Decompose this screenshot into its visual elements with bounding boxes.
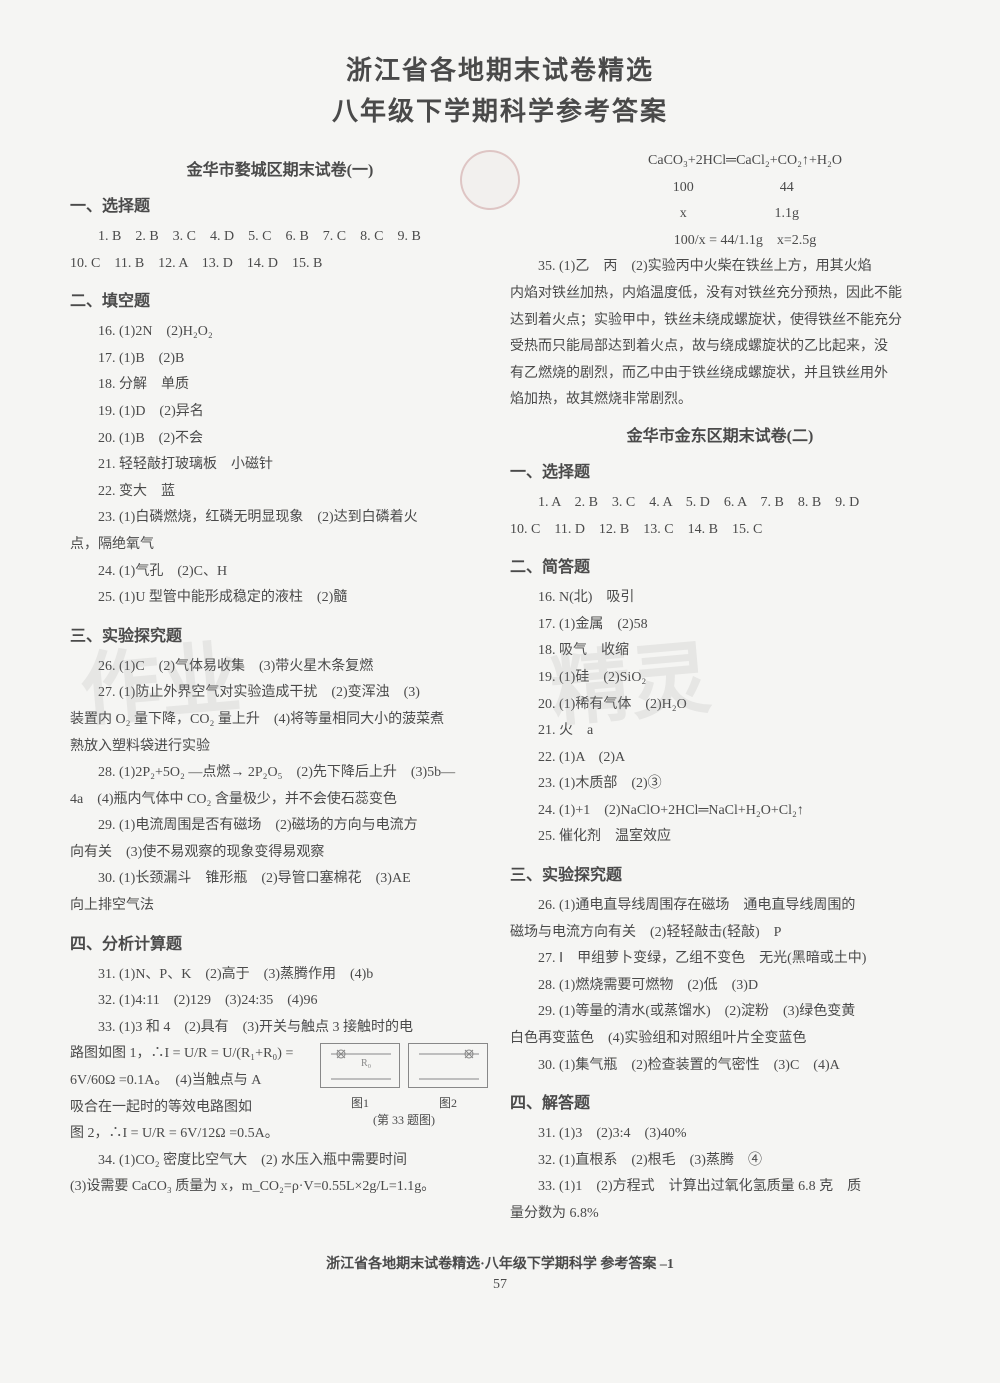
exam2-title: 金华市金东区期末试卷(二) bbox=[510, 422, 930, 446]
circuit-diagram: R₀ 图1 bbox=[318, 1041, 490, 1128]
resistor-label: R₀ bbox=[361, 1058, 372, 1069]
answer-text: 30. (1)集气瓶 (2)检查装置的气密性 (3)C (4)A bbox=[510, 1053, 930, 1080]
answer-text: 图 2，∴I = U/R = 6V/12Ω =0.5A。 bbox=[70, 1121, 308, 1148]
answer-text: 1. A 2. B 3. C 4. A 5. D 6. A 7. B 8. B … bbox=[510, 490, 930, 517]
answer-text: 34. (1)CO₂ 密度比空气大 (2) 水压入瓶中需要时间 bbox=[70, 1148, 490, 1175]
figure-1-label: 图1 bbox=[318, 1094, 402, 1111]
r-section-3-title: 三、实验探究题 bbox=[510, 861, 930, 885]
answer-text: 17. (1)B (2)B bbox=[70, 346, 490, 373]
answer-text: 21. 火 a bbox=[510, 718, 930, 745]
equation-text: CaCO₃+2HCl═CaCl₂+CO₂↑+H₂O bbox=[510, 148, 930, 175]
answer-text: 4a (4)瓶内气体中 CO₂ 含量极少，并不会使石蕊变色 bbox=[70, 787, 490, 814]
answer-text: 22. (1)A (2)A bbox=[510, 745, 930, 772]
answer-text: 21. 轻轻敲打玻璃板 小磁针 bbox=[70, 452, 490, 479]
answer-text: 路图如图 1，∴I = U/R = U/(R₁+R₀) = bbox=[70, 1041, 308, 1068]
answer-text: 19. (1)硅 (2)SiO₂ bbox=[510, 665, 930, 692]
page-number: 57 bbox=[70, 1277, 930, 1293]
answer-text: 27. (1)防止外界空气对实验造成干扰 (2)变浑浊 (3) bbox=[70, 680, 490, 707]
circuit-box-2 bbox=[408, 1043, 488, 1088]
answer-text: 23. (1)白磷燃烧，红磷无明显现象 (2)达到白磷着火 bbox=[70, 505, 490, 532]
main-title: 浙江省各地期末试卷精选 bbox=[70, 50, 930, 87]
equation-row: 100 44 bbox=[510, 175, 930, 202]
equation-text: 100/x = 44/1.1g x=2.5g bbox=[510, 228, 930, 255]
circuit-box-1: R₀ bbox=[320, 1043, 400, 1088]
answer-text: 19. (1)D (2)异名 bbox=[70, 399, 490, 426]
r-section-1-title: 一、选择题 bbox=[510, 458, 930, 482]
answer-text: 26. (1)通电直导线周围存在磁场 通电直导线周围的 bbox=[510, 893, 930, 920]
figure-2-label: 图2 bbox=[406, 1094, 490, 1111]
answer-text: 18. 吸气 收缩 bbox=[510, 638, 930, 665]
answer-text: 受热而只能局部达到着火点，故与绕成螺旋状的乙比起来，没 bbox=[510, 334, 930, 361]
section-1-title: 一、选择题 bbox=[70, 192, 490, 216]
answer-text: 20. (1)B (2)不会 bbox=[70, 426, 490, 453]
answer-text: 24. (1)气孔 (2)C、H bbox=[70, 559, 490, 586]
exam1-title: 金华市婺城区期末试卷(一) bbox=[70, 156, 490, 180]
answer-text: 白色再变蓝色 (4)实验组和对照组叶片全变蓝色 bbox=[510, 1026, 930, 1053]
footer-text: 浙江省各地期末试卷精选·八年级下学期科学 参考答案 –1 bbox=[70, 1253, 930, 1273]
answer-text: 10. C 11. D 12. B 13. C 14. B 15. C bbox=[510, 517, 930, 544]
answer-text: 量分数为 6.8% bbox=[510, 1201, 930, 1228]
content-columns: 金华市婺城区期末试卷(一) 一、选择题 1. B 2. B 3. C 4. D … bbox=[70, 148, 930, 1228]
answer-text: 29. (1)等量的清水(或蒸馏水) (2)淀粉 (3)绿色变黄 bbox=[510, 999, 930, 1026]
section-2-title: 二、填空题 bbox=[70, 287, 490, 311]
answer-text: 32. (1)4:11 (2)129 (3)24:35 (4)96 bbox=[70, 988, 490, 1015]
answer-text: 20. (1)稀有气体 (2)H₂O bbox=[510, 692, 930, 719]
answer-text: 吸合在一起时的等效电路图如 bbox=[70, 1095, 308, 1122]
eq-value: 44 bbox=[727, 175, 847, 202]
answer-text: 内焰对铁丝加热，内焰温度低，没有对铁丝充分预热，因此不能 bbox=[510, 281, 930, 308]
right-column: CaCO₃+2HCl═CaCl₂+CO₂↑+H₂O 100 44 x 1.1g … bbox=[510, 148, 930, 1228]
r-section-4-title: 四、解答题 bbox=[510, 1089, 930, 1113]
answer-text: 16. (1)2N (2)H₂O₂ bbox=[70, 319, 490, 346]
eq-value: 100 bbox=[643, 175, 723, 202]
eq-value: 1.1g bbox=[727, 201, 847, 228]
answer-text: 33. (1)3 和 4 (2)具有 (3)开关与触点 3 接触时的电 bbox=[70, 1015, 490, 1042]
answer-text: 熟放入塑料袋进行实验 bbox=[70, 734, 490, 761]
answer-text: 17. (1)金属 (2)58 bbox=[510, 612, 930, 639]
answer-text: 31. (1)N、P、K (2)高于 (3)蒸腾作用 (4)b bbox=[70, 962, 490, 989]
answer-text: 28. (1)2P₂+5O₂ —点燃→ 2P₂O₅ (2)先下降后上升 (3)5… bbox=[70, 760, 490, 787]
eq-value: x bbox=[643, 201, 723, 228]
answer-text: 有乙燃烧的剧烈，而乙中由于铁丝绕成螺旋状，并且铁丝用外 bbox=[510, 361, 930, 388]
answer-text: 32. (1)直根系 (2)根毛 (3)蒸腾 ④ bbox=[510, 1148, 930, 1175]
answer-text: 24. (1)+1 (2)NaClO+2HCl═NaCl+H₂O+Cl₂↑ bbox=[510, 798, 930, 825]
figure-caption: (第 33 题图) bbox=[318, 1111, 490, 1128]
answer-text: (3)设需要 CaCO₃ 质量为 x，m_CO₂=ρ·V=0.55L×2g/L=… bbox=[70, 1174, 490, 1201]
answer-text: 达到着火点；实验甲中，铁丝未绕成螺旋状，使得铁丝不能充分 bbox=[510, 308, 930, 335]
answer-text: 25. 催化剂 温室效应 bbox=[510, 824, 930, 851]
r-section-2-title: 二、简答题 bbox=[510, 553, 930, 577]
answer-text: 焰加热，故其燃烧非常剧烈。 bbox=[510, 387, 930, 414]
section-3-title: 三、实验探究题 bbox=[70, 622, 490, 646]
answer-text: 1. B 2. B 3. C 4. D 5. C 6. B 7. C 8. C … bbox=[70, 224, 490, 251]
circuit-svg-icon: R₀ bbox=[321, 1044, 401, 1089]
sub-title: 八年级下学期科学参考答案 bbox=[70, 91, 930, 128]
left-column: 金华市婺城区期末试卷(一) 一、选择题 1. B 2. B 3. C 4. D … bbox=[70, 148, 490, 1228]
answer-text: 磁场与电流方向有关 (2)轻轻敲击(轻敲) P bbox=[510, 920, 930, 947]
answer-text: 35. (1)乙 丙 (2)实验丙中火柴在铁丝上方，用其火焰 bbox=[510, 254, 930, 281]
answer-text: 30. (1)长颈漏斗 锥形瓶 (2)导管口塞棉花 (3)AE bbox=[70, 866, 490, 893]
circuit-svg-icon bbox=[409, 1044, 489, 1089]
answer-text: 向上排空气法 bbox=[70, 893, 490, 920]
equation-row: x 1.1g bbox=[510, 201, 930, 228]
answer-text: 27. Ⅰ 甲组萝卜变绿，乙组不变色 无光(黑暗或土中) bbox=[510, 946, 930, 973]
answer-text: 28. (1)燃烧需要可燃物 (2)低 (3)D bbox=[510, 973, 930, 1000]
answer-text: 装置内 O₂ 量下降，CO₂ 量上升 (4)将等量相同大小的菠菜煮 bbox=[70, 707, 490, 734]
answer-text: 25. (1)U 型管中能形成稳定的液柱 (2)髓 bbox=[70, 585, 490, 612]
answer-text: 点，隔绝氧气 bbox=[70, 532, 490, 559]
section-4-title: 四、分析计算题 bbox=[70, 930, 490, 954]
answer-text: 26. (1)C (2)气体易收集 (3)带火星木条复燃 bbox=[70, 654, 490, 681]
answer-text: 16. N(北) 吸引 bbox=[510, 585, 930, 612]
answer-text: 33. (1)1 (2)方程式 计算出过氧化氢质量 6.8 克 质 bbox=[510, 1174, 930, 1201]
answer-text: 18. 分解 单质 bbox=[70, 372, 490, 399]
answer-text: 10. C 11. B 12. A 13. D 14. D 15. B bbox=[70, 251, 490, 278]
answer-text: 23. (1)木质部 (2)③ bbox=[510, 771, 930, 798]
answer-text: 29. (1)电流周围是否有磁场 (2)磁场的方向与电流方 bbox=[70, 813, 490, 840]
answer-text: 22. 变大 蓝 bbox=[70, 479, 490, 506]
answer-text: 6V/60Ω =0.1A。 (4)当触点与 A bbox=[70, 1068, 308, 1095]
answer-text: 向有关 (3)使不易观察的现象变得易观察 bbox=[70, 840, 490, 867]
answer-text: 31. (1)3 (2)3:4 (3)40% bbox=[510, 1121, 930, 1148]
